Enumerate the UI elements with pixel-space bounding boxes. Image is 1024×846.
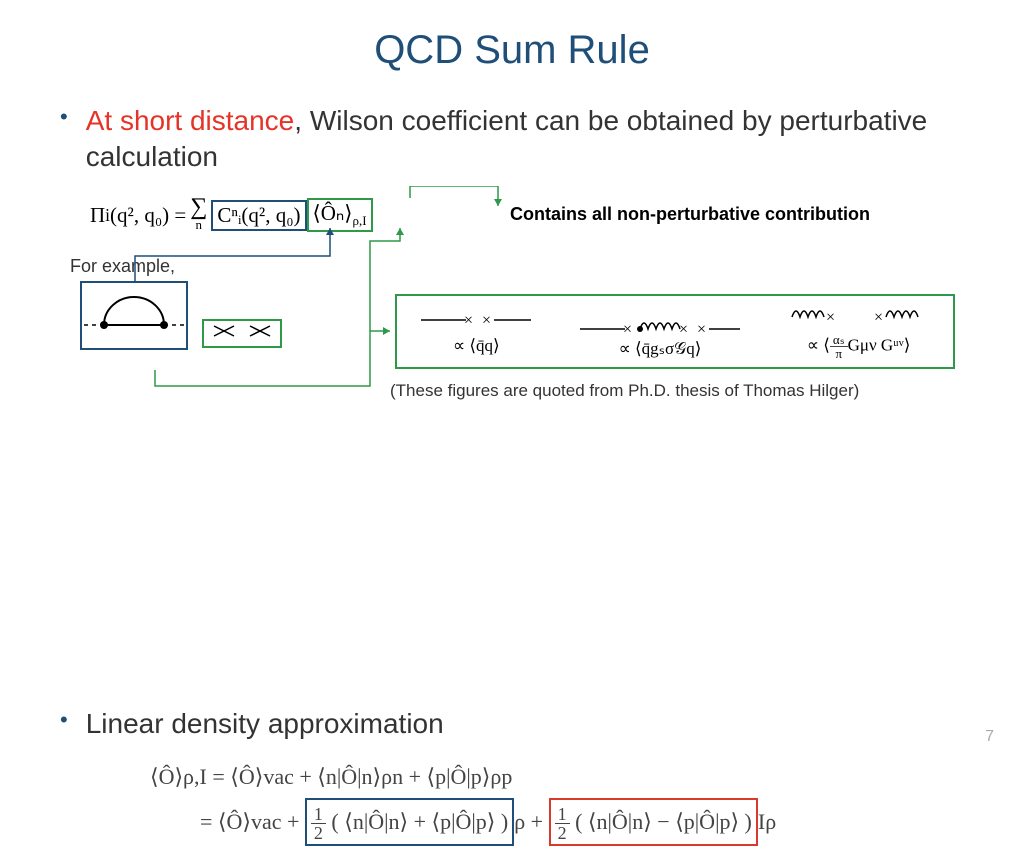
bullet-1: • At short distance, Wilson coefficient … xyxy=(60,103,964,176)
svg-text:×: × xyxy=(464,312,473,329)
equation-diagram-area: Πi(q², q₀) = ∑ n Cⁿᵢ(q², q₀)⟨Ôₙ⟩ρ,I Cont… xyxy=(60,186,964,436)
condensate-examples-box: × × ∝ ⟨q̄q⟩ × × × ∝ ⟨q̄gₛσ𝒢q⟩ xyxy=(395,294,955,369)
operator-box: ⟨Ôₙ⟩ρ,I xyxy=(307,198,373,232)
linear-density-equation: ⟨Ô⟩ρ,I = ⟨Ô⟩vac + ⟨n|Ô|n⟩ρn + ⟨p|Ô|p⟩ρp … xyxy=(150,756,964,846)
bullet-dot: • xyxy=(60,103,68,132)
pi-symbol: Π xyxy=(90,203,105,228)
nonperturbative-annotation: Contains all non-perturbative contributi… xyxy=(510,204,870,225)
figure-caption: (These figures are quoted from Ph.D. the… xyxy=(390,381,859,401)
bullet-1-text: At short distance, Wilson coefficient ca… xyxy=(86,103,964,176)
eq-args: (q², q₀) = xyxy=(110,203,186,228)
slide-title: QCD Sum Rule xyxy=(0,0,1024,73)
for-example-label: For example, xyxy=(70,256,175,277)
svg-text:×: × xyxy=(623,321,632,337)
content-region: • At short distance, Wilson coefficient … xyxy=(0,73,1024,846)
svg-text:×: × xyxy=(482,312,491,329)
bullet-1-emph: At short distance xyxy=(86,105,295,136)
svg-text:×: × xyxy=(679,321,688,337)
sum-symbol: ∑ n xyxy=(190,198,207,233)
isovector-box: 12 ( ⟨n|Ô|n⟩ − ⟨p|Ô|p⟩ ) xyxy=(549,798,758,846)
bullet-2-text: Linear density approximation xyxy=(86,706,444,742)
quark-condensate: × × ∝ ⟨q̄q⟩ xyxy=(416,306,536,356)
svg-text:×: × xyxy=(697,321,706,337)
ope-equation: Πi(q², q₀) = ∑ n Cⁿᵢ(q², q₀)⟨Ôₙ⟩ρ,I xyxy=(90,198,373,233)
svg-text:×: × xyxy=(826,309,835,326)
svg-text:×: × xyxy=(874,309,883,326)
page-number: 7 xyxy=(985,728,994,746)
gluon-condensate: × × ∝ ⟨αₛπGμν Gᵘᵛ⟩ xyxy=(784,303,934,360)
wilson-coef-box: Cⁿᵢ(q², q₀) xyxy=(211,200,306,231)
feynman-loop-diagram xyxy=(80,281,282,350)
isoscalar-box: 12 ( ⟨n|Ô|n⟩ + ⟨p|Ô|p⟩ ) xyxy=(305,798,514,846)
mixed-condensate: × × × ∝ ⟨q̄gₛσ𝒢q⟩ xyxy=(575,303,745,359)
linear-eq-line1: ⟨Ô⟩ρ,I = ⟨Ô⟩vac + ⟨n|Ô|n⟩ρn + ⟨p|Ô|p⟩ρp xyxy=(150,756,964,798)
bullet-dot: • xyxy=(60,706,68,735)
bullet-2: • Linear density approximation xyxy=(60,706,964,742)
linear-eq-line2: = ⟨Ô⟩vac + 12 ( ⟨n|Ô|n⟩ + ⟨p|Ô|p⟩ ) ρ + … xyxy=(200,798,964,846)
